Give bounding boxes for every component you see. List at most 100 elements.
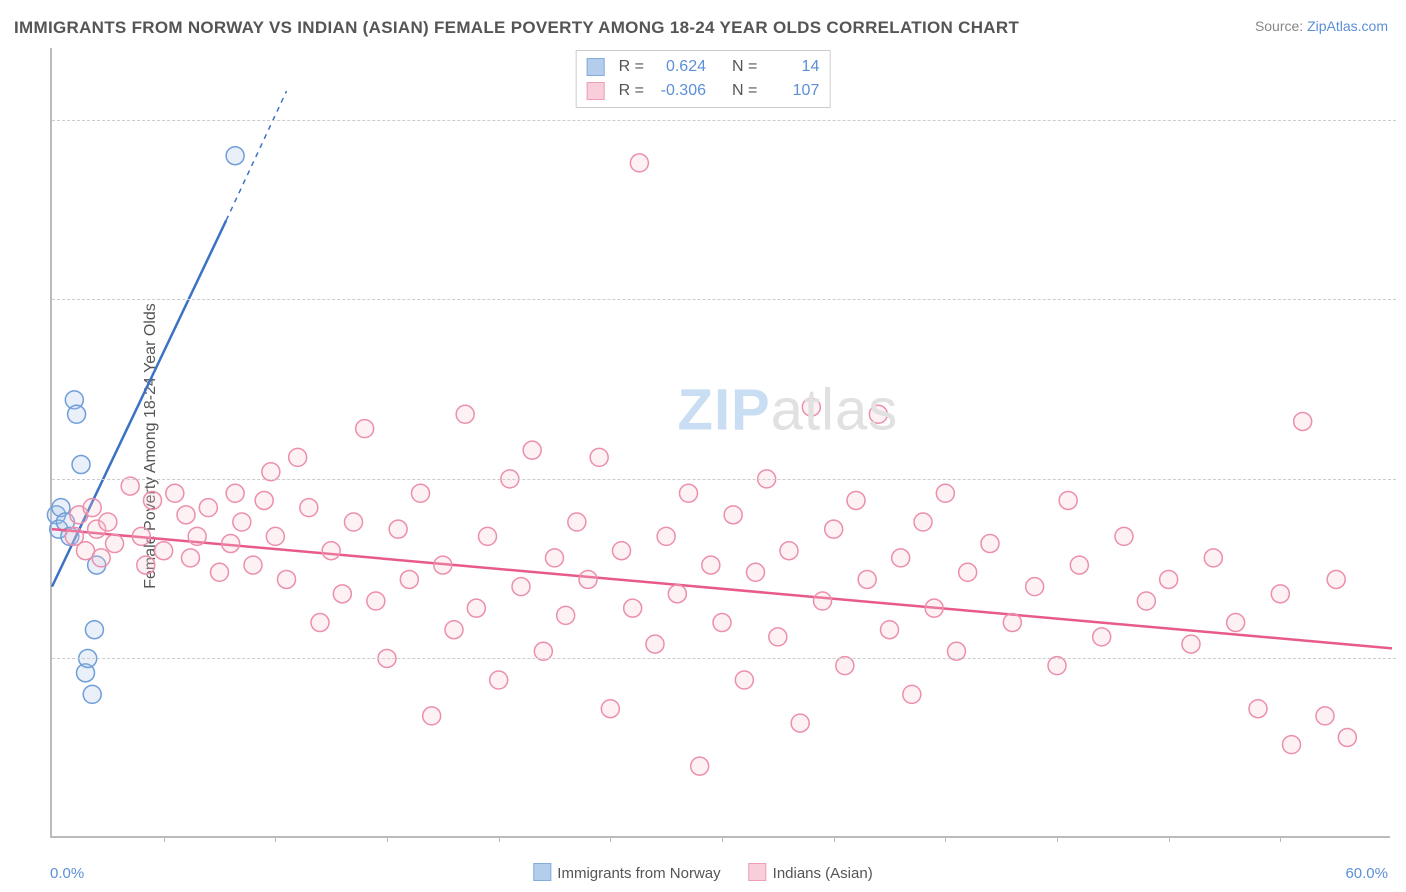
data-point-indians	[1059, 491, 1077, 509]
gridline-h	[52, 479, 1396, 480]
data-point-indians	[691, 757, 709, 775]
data-point-indians	[1316, 707, 1334, 725]
x-axis-max: 60.0%	[1345, 865, 1388, 882]
data-point-indians	[630, 154, 648, 172]
n-value: 14	[765, 55, 819, 79]
data-point-indians	[132, 527, 150, 545]
data-point-indians	[177, 506, 195, 524]
data-point-indians	[1271, 585, 1289, 603]
data-point-indians	[233, 513, 251, 531]
y-tick-label: 50.0%	[1394, 111, 1406, 128]
data-point-indians	[903, 685, 921, 703]
data-point-indians	[579, 570, 597, 588]
data-point-indians	[892, 549, 910, 567]
correlation-chart: IMMIGRANTS FROM NORWAY VS INDIAN (ASIAN)…	[0, 0, 1406, 892]
stats-legend: R =0.624N =14R =-0.306N =107	[576, 50, 831, 108]
data-point-indians	[311, 614, 329, 632]
data-point-indians	[802, 398, 820, 416]
chart-title: IMMIGRANTS FROM NORWAY VS INDIAN (ASIAN)…	[14, 18, 1019, 38]
data-point-indians	[423, 707, 441, 725]
data-point-indians	[847, 491, 865, 509]
data-point-indians	[557, 606, 575, 624]
data-point-indians	[546, 549, 564, 567]
data-point-indians	[445, 621, 463, 639]
data-point-indians	[568, 513, 586, 531]
data-point-indians	[791, 714, 809, 732]
source-link[interactable]: ZipAtlas.com	[1307, 18, 1388, 34]
x-tick-mark	[1057, 836, 1058, 842]
data-point-indians	[181, 549, 199, 567]
source-label: Source:	[1255, 18, 1303, 34]
data-point-indians	[289, 448, 307, 466]
data-point-indians	[959, 563, 977, 581]
data-point-indians	[925, 599, 943, 617]
gridline-h	[52, 658, 1396, 659]
data-point-indians	[106, 535, 124, 553]
data-point-indians	[1026, 578, 1044, 596]
data-point-norway	[72, 456, 90, 474]
data-point-indians	[83, 499, 101, 517]
series-legend: Immigrants from NorwayIndians (Asian)	[533, 863, 872, 882]
data-point-indians	[266, 527, 284, 545]
data-point-indians	[345, 513, 363, 531]
data-point-indians	[278, 570, 296, 588]
x-tick-mark	[834, 836, 835, 842]
data-point-indians	[467, 599, 485, 617]
x-axis-min: 0.0%	[50, 865, 84, 882]
data-point-indians	[367, 592, 385, 610]
data-point-norway	[226, 147, 244, 165]
data-point-indians	[434, 556, 452, 574]
stats-row-indians: R =-0.306N =107	[587, 79, 820, 103]
data-point-indians	[512, 578, 530, 596]
stats-row-norway: R =0.624N =14	[587, 55, 820, 79]
legend-item-indians: Indians (Asian)	[749, 863, 873, 882]
data-point-indians	[188, 527, 206, 545]
data-point-indians	[735, 671, 753, 689]
data-point-indians	[523, 441, 541, 459]
y-tick-label: 37.5%	[1394, 291, 1406, 308]
swatch-indians-icon	[587, 82, 605, 100]
data-point-indians	[668, 585, 686, 603]
data-point-indians	[226, 484, 244, 502]
swatch-indians-icon	[749, 863, 767, 881]
data-point-indians	[333, 585, 351, 603]
data-point-indians	[1283, 736, 1301, 754]
n-label: N =	[732, 55, 757, 79]
data-point-indians	[646, 635, 664, 653]
data-point-indians	[479, 527, 497, 545]
data-point-indians	[825, 520, 843, 538]
data-point-indians	[1338, 728, 1356, 746]
data-point-indians	[590, 448, 608, 466]
x-tick-mark	[1280, 836, 1281, 842]
data-point-indians	[680, 484, 698, 502]
data-point-indians	[211, 563, 229, 581]
data-point-indians	[601, 700, 619, 718]
x-tick-mark	[1169, 836, 1170, 842]
data-point-indians	[881, 621, 899, 639]
data-point-indians	[713, 614, 731, 632]
data-point-indians	[814, 592, 832, 610]
data-point-indians	[1070, 556, 1088, 574]
data-point-indians	[1227, 614, 1245, 632]
data-point-indians	[624, 599, 642, 617]
data-point-indians	[1327, 570, 1345, 588]
n-value: 107	[765, 79, 819, 103]
data-point-indians	[1003, 614, 1021, 632]
data-point-indians	[222, 535, 240, 553]
data-point-indians	[199, 499, 217, 517]
data-point-indians	[1115, 527, 1133, 545]
data-point-indians	[613, 542, 631, 560]
data-point-indians	[769, 628, 787, 646]
data-point-indians	[657, 527, 675, 545]
data-point-indians	[1204, 549, 1222, 567]
r-value: -0.306	[652, 79, 706, 103]
x-tick-mark	[387, 836, 388, 842]
data-point-indians	[981, 535, 999, 553]
data-point-indians	[869, 405, 887, 423]
x-tick-mark	[499, 836, 500, 842]
n-label: N =	[732, 79, 757, 103]
data-point-indians	[858, 570, 876, 588]
swatch-norway-icon	[587, 58, 605, 76]
x-tick-mark	[945, 836, 946, 842]
data-point-indians	[300, 499, 318, 517]
